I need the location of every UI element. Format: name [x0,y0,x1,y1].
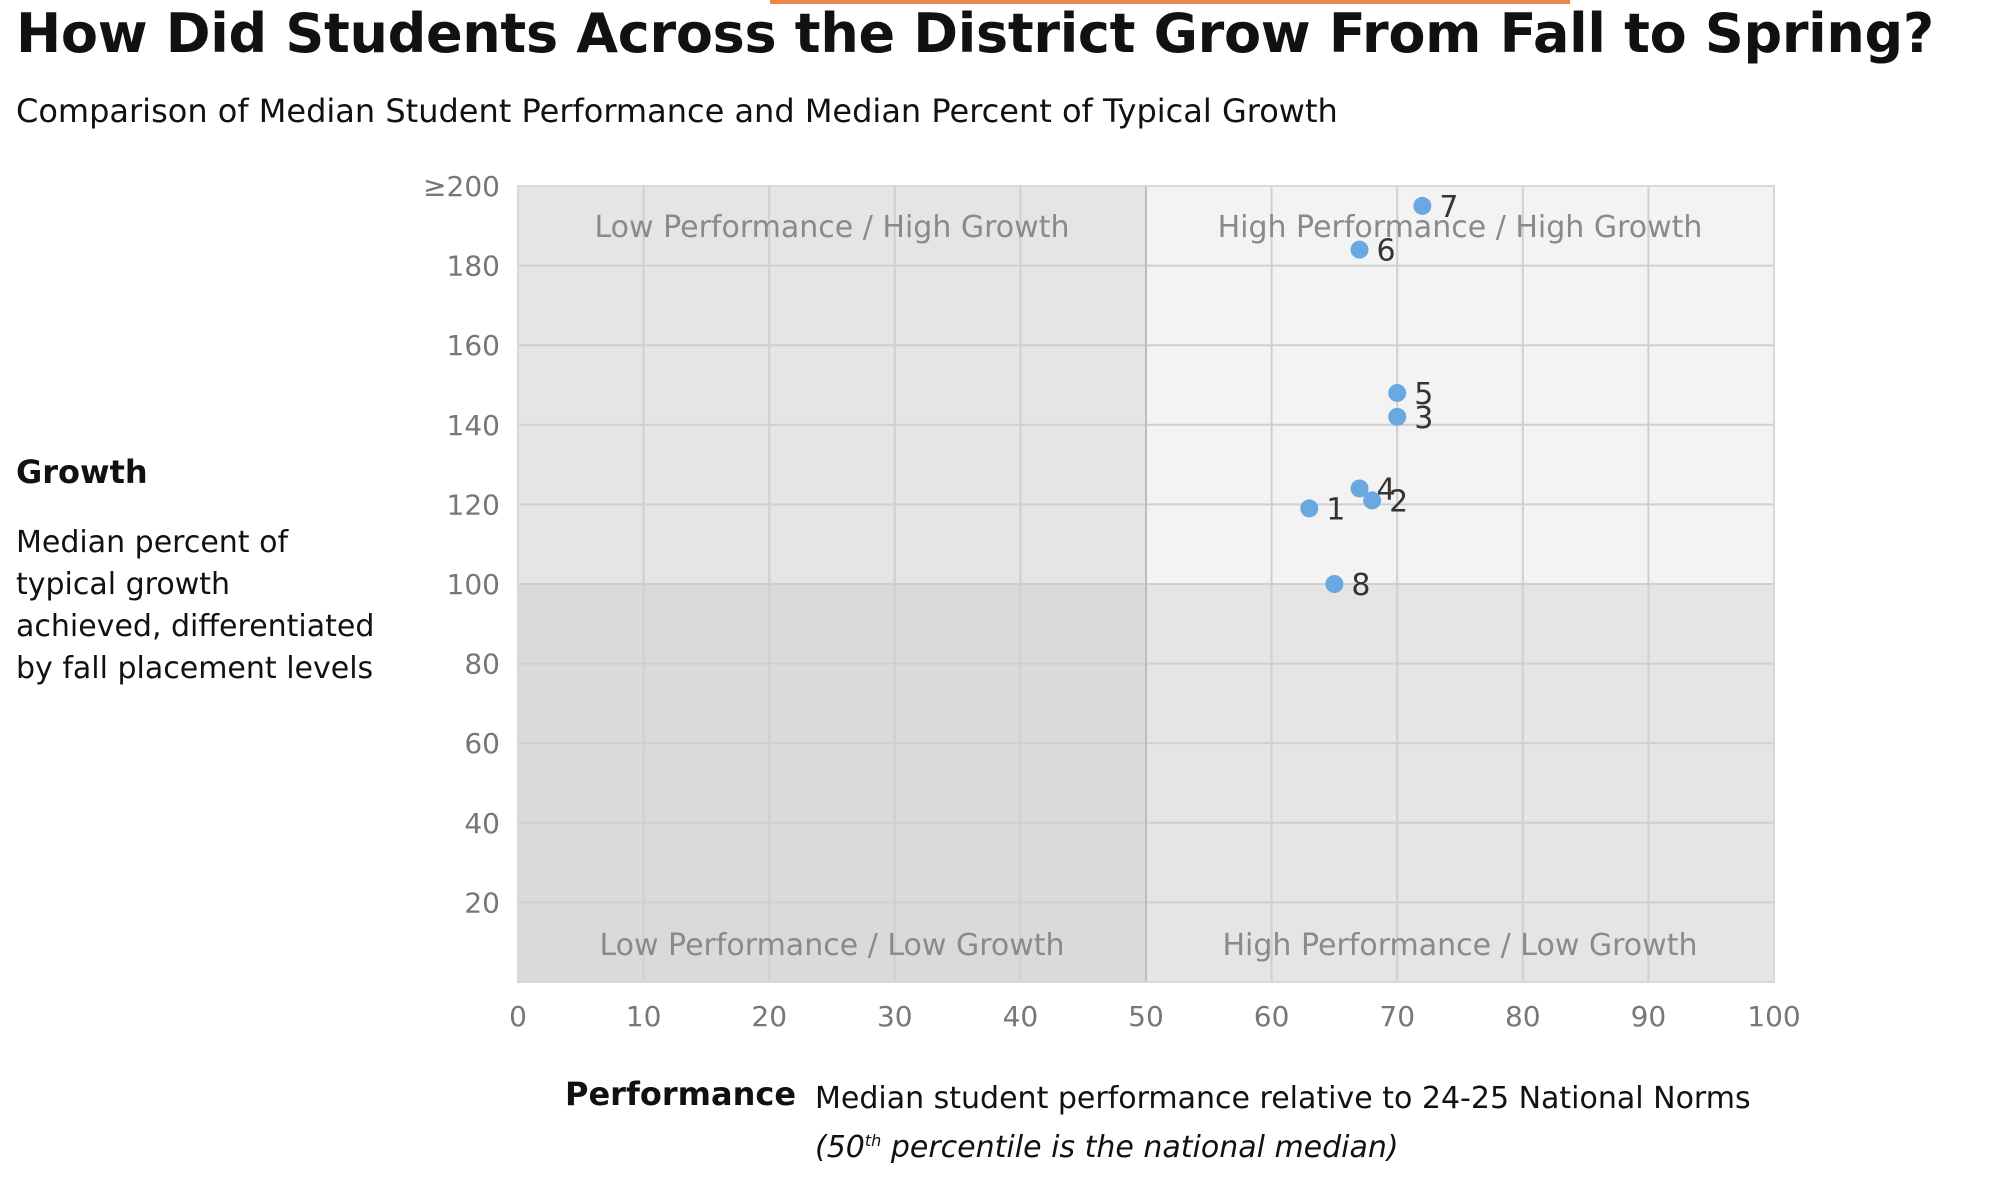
page-subtitle: Comparison of Median Student Performance… [16,92,1338,130]
y-tick-label: 100 [447,568,500,601]
title-accent-line [770,0,1570,4]
data-point-2 [1363,491,1382,510]
quadrant-high-performance-low-growth [1146,584,1774,982]
y-tick-label: 180 [447,250,500,283]
quadrant-low-performance-high-growth [518,186,1146,584]
y-tick-label: 160 [447,329,500,362]
y-tick-label: 120 [447,488,500,521]
data-point-label-1: 1 [1326,492,1345,527]
y-tick-label: 80 [464,648,500,681]
growth-axis-heading: Growth [16,453,148,491]
y-tick-label: ≥200 [423,170,500,203]
quadrant-label-low-high: Low Performance / High Growth [595,210,1070,245]
data-point-6 [1350,240,1369,259]
performance-description-text: Median student performance relative to 2… [815,1081,1751,1116]
data-point-label-4: 4 [1377,472,1396,507]
quadrant-low-performance-low-growth [518,584,1146,982]
performance-note-prefix: (50 [815,1130,865,1165]
x-tick-label: 50 [1128,1000,1164,1033]
data-point-8 [1325,575,1344,593]
data-point-label-7: 7 [1439,190,1458,225]
performance-note-suffix: percentile is the national median) [881,1130,1399,1165]
x-tick-label: 40 [1003,1000,1039,1033]
data-point-5 [1388,383,1407,402]
data-point-label-2: 2 [1389,484,1408,519]
quadrant-label-high-high: High Performance / High Growth [1218,210,1703,245]
performance-note-superscript: th [864,1131,882,1150]
x-tick-label: 0 [509,1000,527,1033]
growth-axis-description: Median percent of typical growth achieve… [16,525,375,686]
y-tick-label: 60 [464,727,500,760]
performance-axis-heading: Performance [565,1075,797,1113]
y-tick-label: 40 [464,807,500,840]
x-tick-label: 30 [877,1000,913,1033]
y-tick-label: 140 [447,409,500,442]
x-tick-label: 10 [626,1000,662,1033]
data-point-4 [1350,479,1369,498]
scatter-chart: 0 10 20 30 40 50 60 70 80 90 100 20 40 60 80 100 120 140 1… [423,170,1801,1033]
quadrant-high-performance-high-growth [1146,186,1774,584]
x-tick-label: 100 [1747,1000,1800,1033]
x-tick-label: 20 [751,1000,787,1033]
x-tick-label: 90 [1631,1000,1667,1033]
plot-border [517,185,1775,983]
data-point-3 [1388,407,1407,426]
performance-axis-description: Median student performance relative to 2… [815,1078,1751,1169]
page-title: How Did Students Across the District Gro… [16,2,1934,65]
quadrant-label-high-low: High Performance / Low Growth [1223,928,1698,963]
data-point-1 [1300,499,1319,518]
data-point-label-3: 3 [1414,401,1433,436]
x-tick-label: 70 [1379,1000,1415,1033]
y-tick-label: 20 [464,886,500,919]
x-tick-label: 60 [1254,1000,1290,1033]
data-point-label-8: 8 [1351,568,1370,603]
x-tick-label: 80 [1505,1000,1541,1033]
data-point-7 [1413,196,1432,215]
quadrant-label-low-low: Low Performance / Low Growth [599,928,1064,963]
performance-note: (50th percentile is the national median) [815,1120,1751,1169]
data-point-label-5: 5 [1414,377,1433,412]
data-point-label-6: 6 [1377,234,1396,269]
